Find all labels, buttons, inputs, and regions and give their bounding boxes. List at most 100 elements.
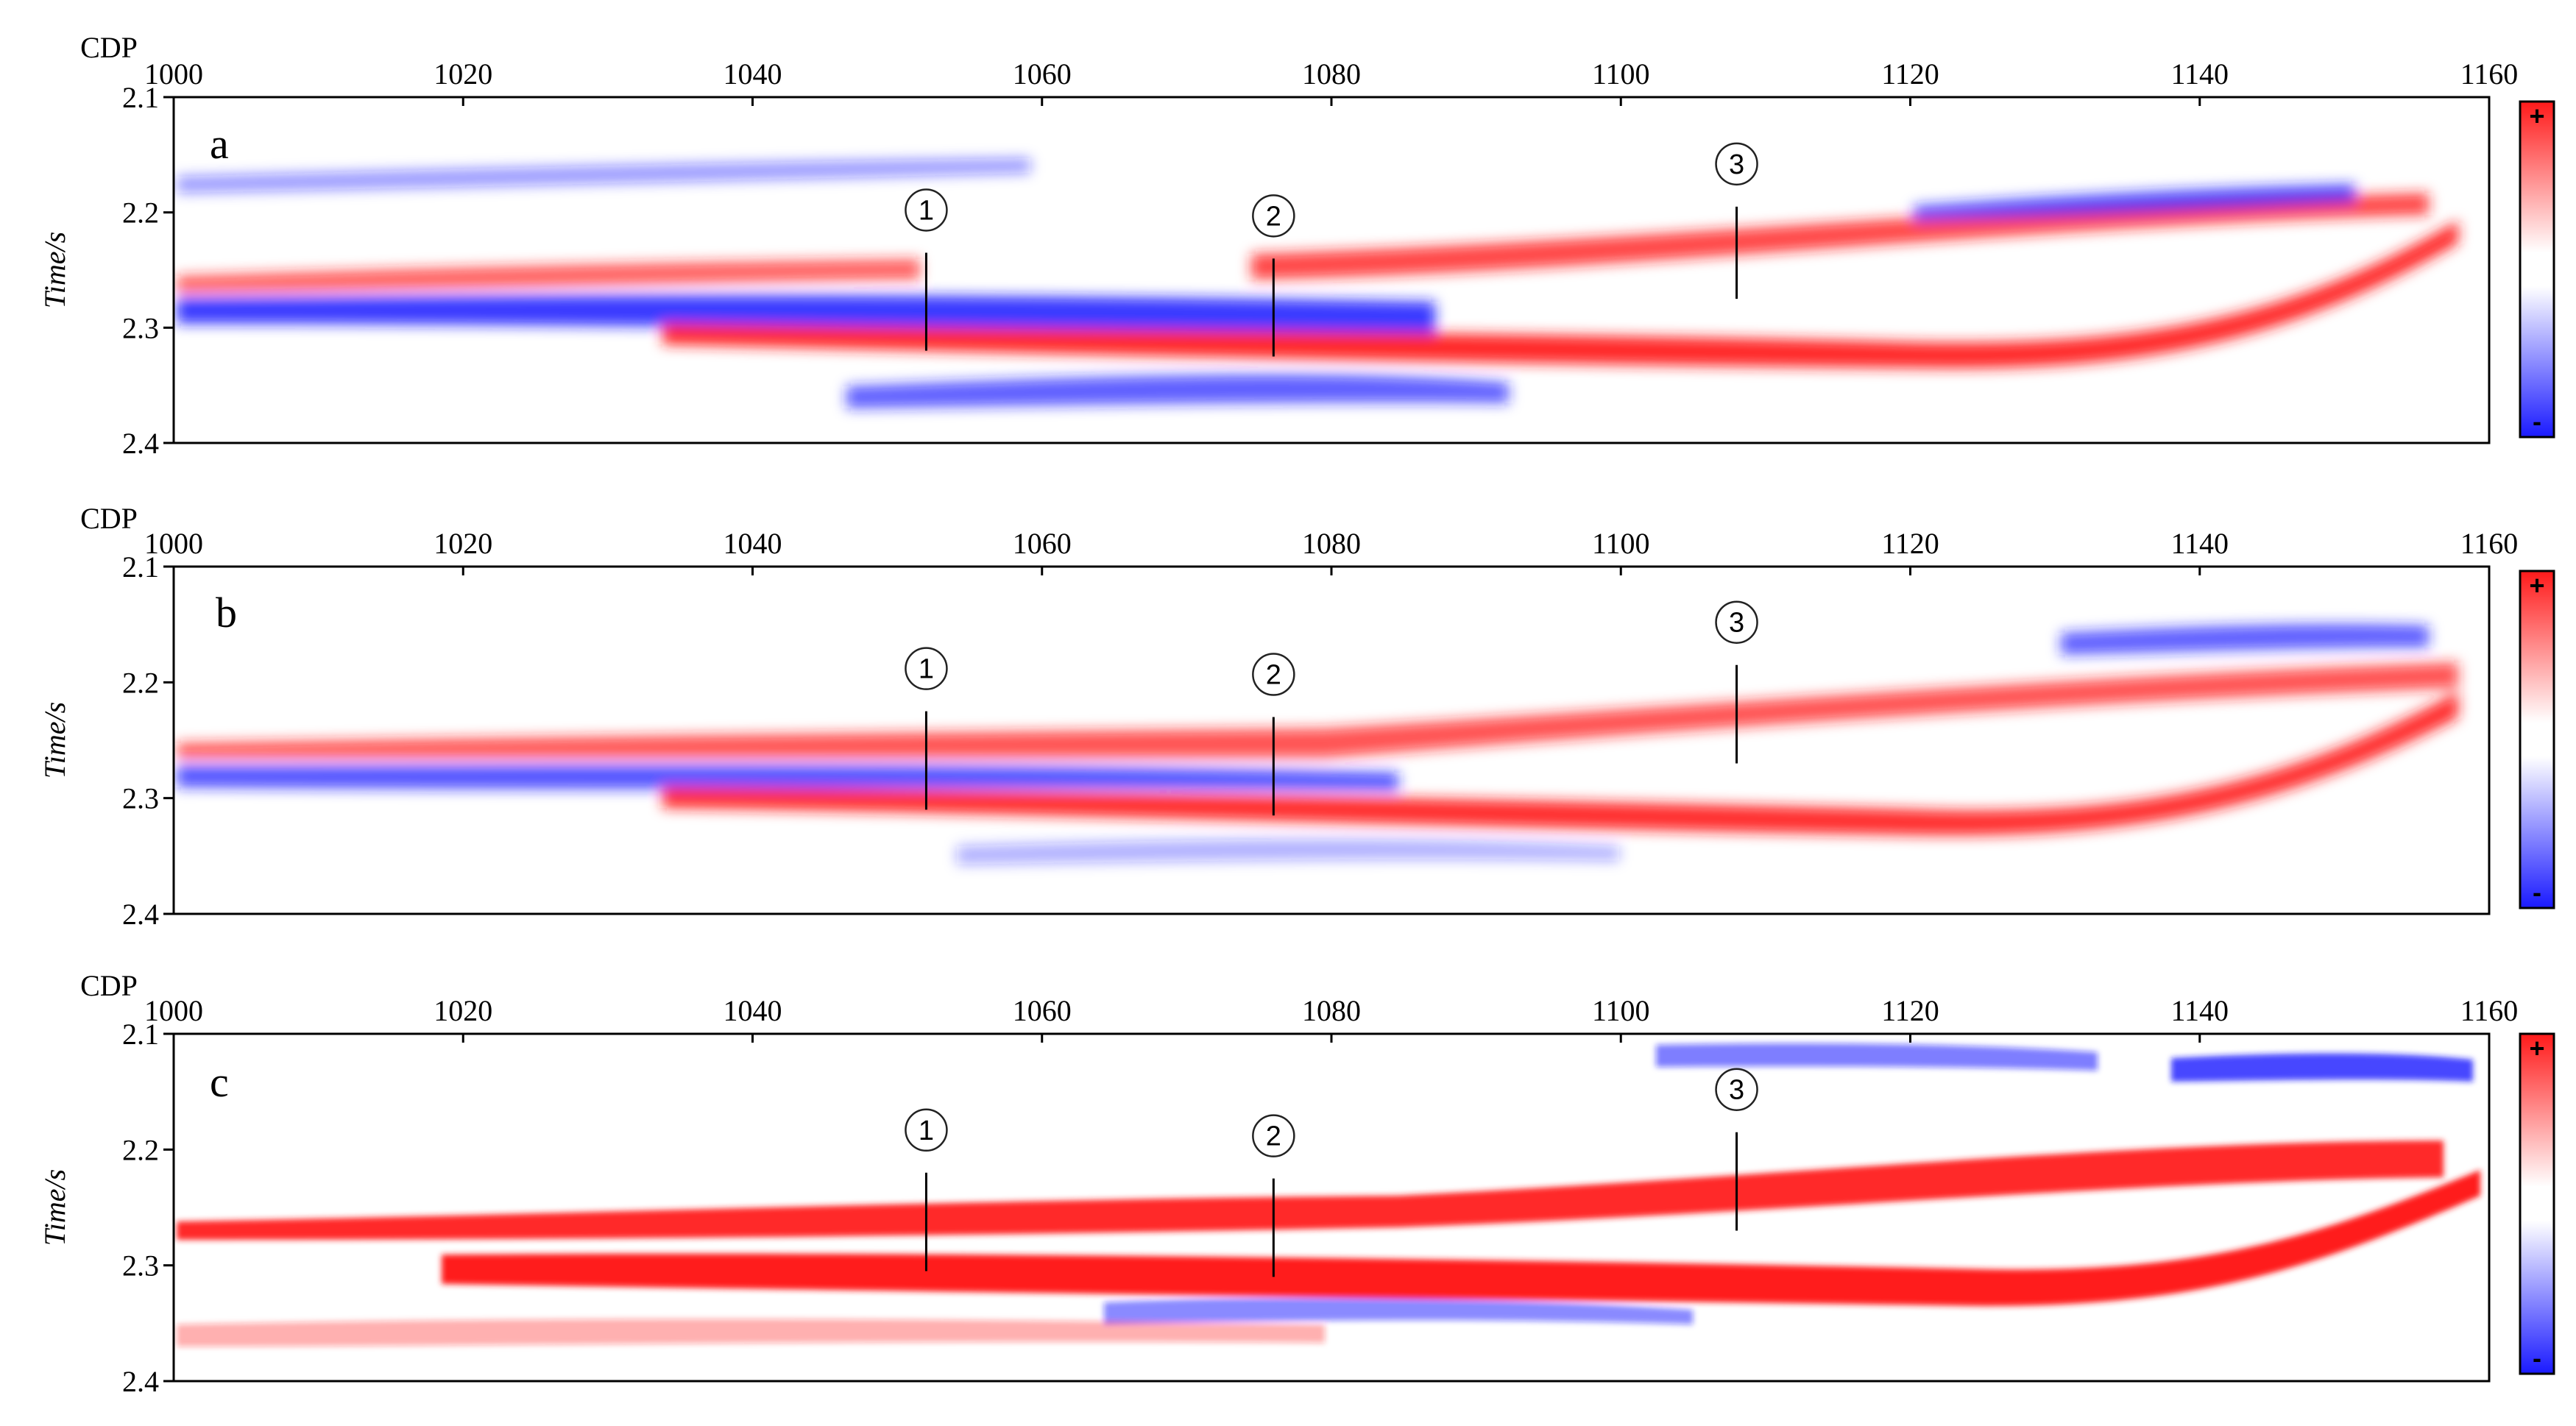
marker-label-3: 3 — [1729, 608, 1744, 639]
colorbar-b — [2519, 570, 2555, 909]
colorbar-minus-b: - — [2533, 877, 2541, 907]
x-tick-label: 1120 — [1881, 994, 1939, 1027]
x-tick-label: 1160 — [2460, 57, 2519, 91]
amplitude-field-b — [177, 624, 2458, 865]
y-tick-label: 2.4 — [122, 427, 159, 460]
marker-circle-3 — [1715, 1068, 1758, 1111]
marker-circle-2 — [1252, 1114, 1295, 1157]
y-axis-label-a: Time/s — [38, 232, 71, 308]
marker-label-3: 3 — [1729, 149, 1744, 180]
x-tick-label: 1160 — [2460, 527, 2519, 560]
x-tick-label: 1080 — [1302, 994, 1361, 1027]
y-ticks-c: 2.1 2.2 2.3 2.4 — [122, 1018, 174, 1398]
reflector-red-lower-a — [662, 221, 2458, 369]
markers-c: 1 2 3 — [905, 1068, 1758, 1277]
y-tick-label: 2.2 — [122, 196, 159, 230]
reflector-blue-deep-b — [957, 839, 1619, 865]
reflector-red-upper-right-a — [1251, 193, 2429, 280]
seismic-section-c — [177, 1043, 2480, 1347]
reflector-blue-mid-b — [177, 765, 1398, 791]
amplitude-field-a — [177, 158, 2458, 408]
x-tick-label: 1140 — [2170, 994, 2229, 1027]
marker-circle-1 — [905, 188, 948, 232]
marker-circle-1 — [905, 1108, 948, 1152]
reflector-blue-shallow-a — [177, 158, 1030, 193]
reflector-blue-upper-right-c — [1656, 1043, 2098, 1071]
y-tick-label: 2.2 — [122, 666, 159, 699]
colorbar-c — [2519, 1032, 2555, 1375]
y-tick-label: 2.3 — [122, 782, 159, 815]
marker-circle-3 — [1715, 142, 1758, 186]
y-tick-label: 2.1 — [122, 81, 159, 114]
panel-c: c CDP Time/s 1000 1020 1040 1060 1080 1100 112… — [38, 969, 2555, 1398]
colorbar-plus-c: + — [2529, 1033, 2544, 1063]
seismic-section-b — [177, 624, 2458, 865]
x-tick-label: 1060 — [1013, 527, 1072, 560]
colorbar-minus-c: - — [2533, 1343, 2541, 1373]
colorbar-a — [2519, 100, 2555, 439]
x-tick-label: 1100 — [1592, 994, 1650, 1027]
reflector-blue-mid-a — [177, 295, 1435, 338]
x-tick-label: 1020 — [434, 527, 492, 560]
marker-label-1: 1 — [919, 1115, 934, 1146]
y-ticks-b: 2.1 2.2 2.3 2.4 — [122, 550, 174, 931]
y-tick-label: 2.3 — [122, 1249, 159, 1283]
marker-label-2: 2 — [1266, 660, 1281, 691]
reflector-red-lower-b — [662, 692, 2458, 836]
y-ticks-a: 2.1 2.2 2.3 2.4 — [122, 81, 174, 460]
y-axis-label-b: Time/s — [38, 702, 71, 778]
markers-b: 1 2 3 — [905, 600, 1758, 816]
x-ticks-b: 1000 1020 1040 1060 1080 1100 1120 1140 1160 — [144, 527, 2518, 575]
x-tick-label: 1000 — [144, 57, 203, 91]
marker-label-1: 1 — [919, 654, 934, 685]
x-tick-label: 1040 — [723, 994, 782, 1027]
y-tick-label: 2.3 — [122, 311, 159, 344]
x-tick-label: 1100 — [1592, 57, 1650, 91]
reflector-blue-top-right-c — [2171, 1053, 2473, 1082]
panel-label-c: c — [210, 1058, 229, 1106]
marker-circle-3 — [1715, 600, 1758, 644]
reflector-red-upper-b — [177, 662, 2458, 758]
x-axis-label-c: CDP — [80, 969, 138, 1002]
y-tick-label: 2.4 — [122, 1365, 159, 1398]
x-tick-label: 1040 — [723, 57, 782, 91]
x-tick-label: 1060 — [1013, 57, 1072, 91]
x-tick-label: 1000 — [144, 527, 203, 560]
amplitude-field-c — [177, 1043, 2480, 1347]
marker-circle-1 — [905, 647, 948, 690]
x-tick-label: 1140 — [2170, 527, 2229, 560]
colorbar-minus-a: - — [2533, 406, 2541, 436]
marker-label-1: 1 — [919, 196, 934, 227]
x-ticks-a: 1000 1020 1040 1060 1080 1100 1120 1140 1160 — [144, 57, 2518, 106]
x-axis-label-a: CDP — [80, 31, 138, 64]
y-tick-label: 2.1 — [122, 1018, 159, 1051]
x-tick-label: 1040 — [723, 527, 782, 560]
reflector-blue-deep-a — [846, 374, 1509, 408]
x-ticks-c: 1000 1020 1040 1060 1080 1100 1120 1140 1160 — [144, 994, 2518, 1043]
colorbar-plus-b: + — [2529, 570, 2544, 600]
seismic-section-a — [177, 158, 2458, 408]
panel-b: b CDP Time/s 1000 1020 1040 1060 1080 1100 112… — [38, 502, 2555, 931]
reflector-red-upper-left-a — [177, 259, 920, 293]
colorbar-plus-a: + — [2529, 101, 2544, 131]
reflector-red-faint-c — [177, 1319, 1325, 1347]
x-tick-label: 1120 — [1881, 57, 1939, 91]
y-axis-label-c: Time/s — [38, 1169, 71, 1246]
panel-a: a CDP Time/s 1000 1020 1040 1060 1080 1100 112… — [38, 31, 2555, 460]
x-tick-label: 1020 — [434, 57, 492, 91]
reflector-blue-deep-c — [1104, 1297, 1693, 1324]
marker-label-3: 3 — [1729, 1075, 1744, 1106]
y-tick-label: 2.2 — [122, 1133, 159, 1166]
x-tick-label: 1000 — [144, 994, 203, 1027]
reflector-blue-top-right-a — [1914, 184, 2355, 221]
x-tick-label: 1080 — [1302, 57, 1361, 91]
marker-label-2: 2 — [1266, 1121, 1281, 1152]
x-axis-label-b: CDP — [80, 502, 138, 535]
x-tick-label: 1120 — [1881, 527, 1939, 560]
panel-label-b: b — [216, 589, 237, 636]
x-tick-label: 1140 — [2170, 57, 2229, 91]
x-tick-label: 1160 — [2460, 994, 2519, 1027]
y-tick-label: 2.4 — [122, 898, 159, 931]
reflector-red-lower-c — [442, 1170, 2480, 1306]
